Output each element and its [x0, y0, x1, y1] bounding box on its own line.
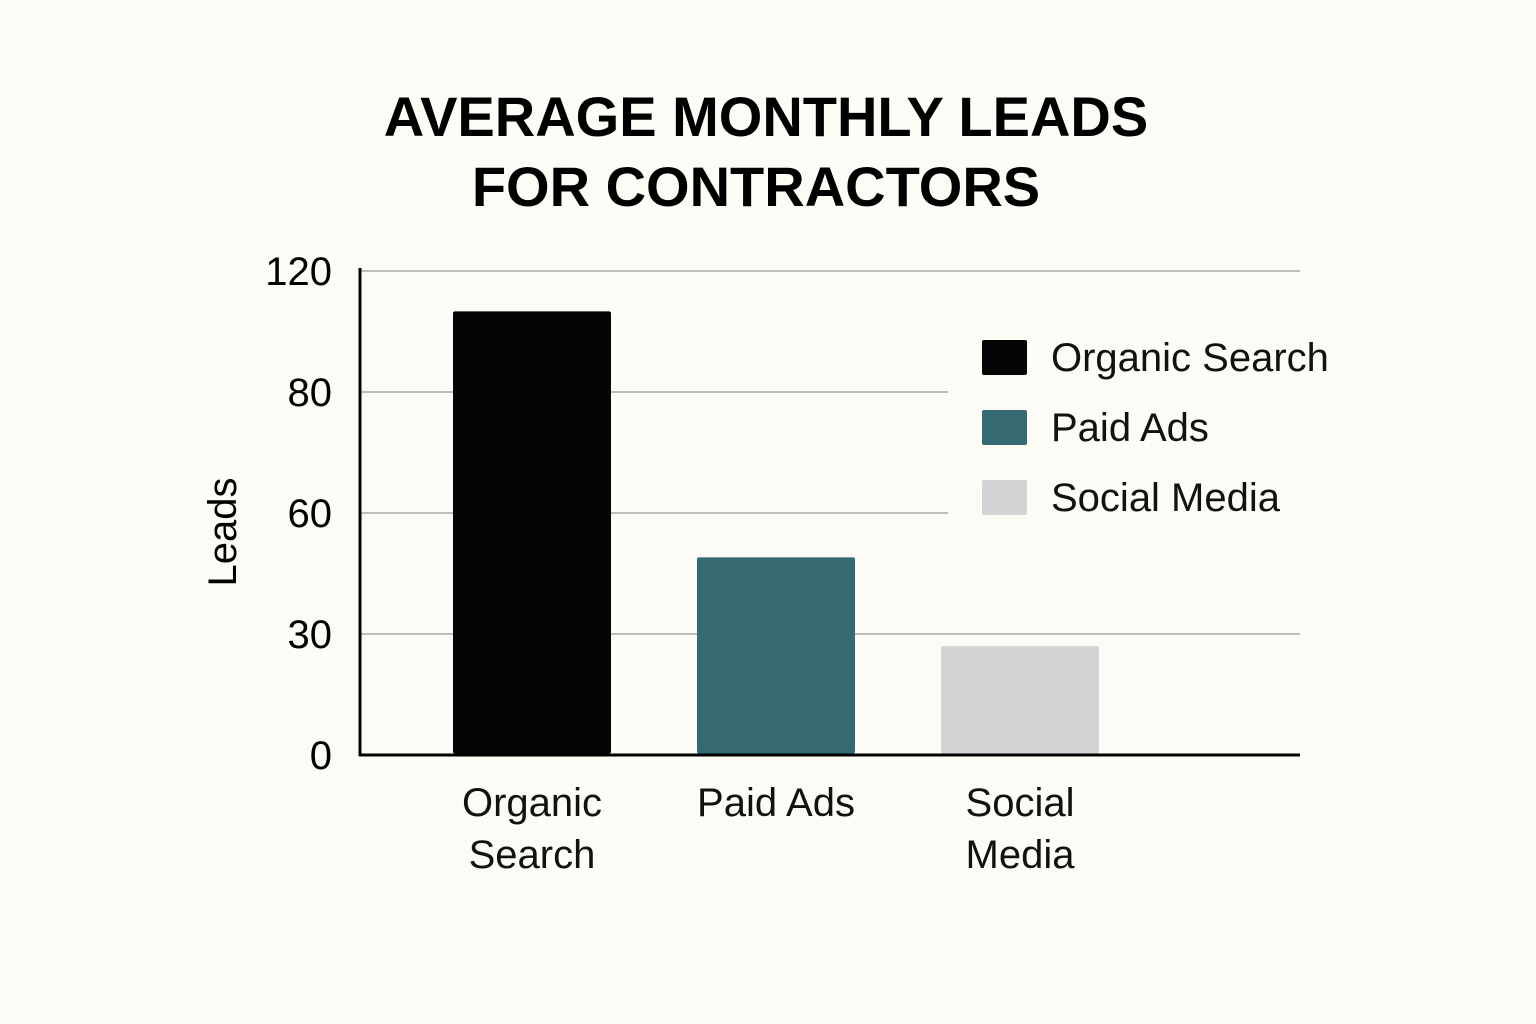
x-category-label: Organic — [462, 781, 602, 825]
y-axis-label: Leads — [201, 478, 245, 587]
x-category-label: Search — [469, 833, 596, 877]
y-tick-label: 80 — [288, 371, 333, 415]
x-category-labels: Organic Search Paid Ads Social Media — [462, 781, 1075, 877]
legend-swatch — [982, 340, 1027, 375]
legend-label: Organic Search — [1051, 336, 1329, 380]
y-tick-label: 30 — [288, 613, 333, 657]
bars — [453, 311, 1099, 754]
axes — [358, 268, 1300, 757]
legend: Organic Search Paid Ads Social Media — [948, 325, 1348, 535]
chart-title-line-1: AVERAGE MONTHLY LEADS — [384, 85, 1148, 148]
bar-paid-ads — [697, 557, 855, 754]
y-tick-label: 60 — [288, 492, 333, 536]
legend-swatch — [982, 480, 1027, 515]
y-tick-label: 0 — [310, 734, 332, 778]
bar-organic-search — [453, 311, 611, 754]
bar-social-media — [941, 646, 1099, 754]
y-tick-labels: 0 30 60 80 120 — [265, 250, 332, 778]
x-category-label: Paid Ads — [697, 781, 855, 825]
chart-title: AVERAGE MONTHLY LEADS FOR CONTRACTORS — [384, 85, 1148, 218]
y-tick-label: 120 — [265, 250, 332, 294]
legend-label: Social Media — [1051, 476, 1281, 520]
legend-swatch — [982, 410, 1027, 445]
x-category-label: Social — [966, 781, 1075, 825]
legend-label: Paid Ads — [1051, 406, 1209, 450]
x-category-label: Media — [966, 833, 1076, 877]
chart-title-line-2: FOR CONTRACTORS — [472, 155, 1040, 218]
